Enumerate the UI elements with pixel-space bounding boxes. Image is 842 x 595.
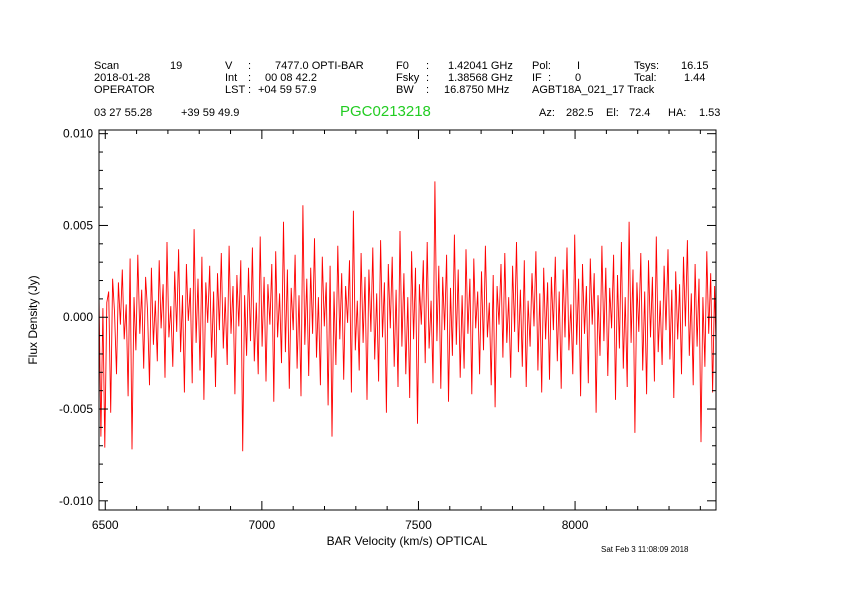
colon-sep: : — [426, 60, 430, 72]
x-tick-label: 7500 — [405, 518, 432, 532]
colon-sep: : — [248, 84, 252, 96]
ha-value: 1.53 — [699, 107, 721, 119]
scan-label: Scan — [94, 60, 120, 72]
plot-frame — [98, 129, 717, 511]
f0-label: F0 — [396, 60, 409, 72]
pol-label: Pol: — [532, 60, 551, 72]
scan-value: 19 — [170, 60, 183, 72]
bw-label: BW — [396, 84, 414, 96]
az-label: Az: — [539, 107, 555, 119]
dec-coordinate: +39 59 49.9 — [181, 107, 240, 119]
y-tick-label: 0.010 — [63, 127, 93, 141]
spectrum-series-line — [98, 168, 717, 474]
ra-coordinate: 03 27 55.28 — [94, 107, 153, 119]
x-tick-label: 7000 — [249, 518, 276, 532]
tsys-value: 16.15 — [681, 60, 709, 72]
az-value: 282.5 — [566, 107, 594, 119]
fsky-label: Fsky — [396, 72, 420, 84]
footer-timestamp: Sat Feb 3 11:08:09 2018 — [601, 545, 689, 554]
lst-value: +04 59 57.9 — [258, 84, 317, 96]
y-tick-label: -0.005 — [59, 402, 93, 416]
el-label: El: — [606, 107, 619, 119]
tcal-label: Tcal: — [634, 72, 657, 84]
colon-sep: : — [426, 72, 430, 84]
x-tick-label: 8000 — [562, 518, 589, 532]
y-tick-label: 0.000 — [63, 310, 93, 324]
v-value: 7477.0 OPTI-BAR — [275, 60, 364, 72]
object-name: PGC0213218 — [340, 103, 431, 120]
ha-label: HA: — [668, 107, 687, 119]
v-label: V — [225, 60, 233, 72]
pol-value: I — [577, 60, 581, 72]
lst-label: LST — [225, 84, 246, 96]
fsky-value: 1.38568 GHz — [448, 72, 513, 84]
y-tick-label: 0.005 — [63, 218, 93, 232]
x-axis-label: BAR Velocity (km/s) OPTICAL — [327, 534, 488, 548]
y-tick-label: -0.010 — [59, 494, 93, 508]
observation-date: 2018-01-28 — [94, 72, 151, 84]
colon-sep: : — [426, 84, 430, 96]
int-label: Int — [225, 72, 238, 84]
if-label: IF — [532, 72, 542, 84]
el-value: 72.4 — [629, 107, 651, 119]
colon-sep: : — [248, 72, 252, 84]
project-id: AGBT18A_021_17 Track — [532, 84, 655, 96]
tsys-label: Tsys: — [634, 60, 660, 72]
colon-sep: : — [248, 60, 252, 72]
x-tick-label: 6500 — [92, 518, 119, 532]
observer: OPERATOR — [94, 84, 155, 96]
if-value: 0 — [575, 72, 582, 84]
tcal-value: 1.44 — [684, 72, 706, 84]
bw-value: 16.8750 MHz — [444, 84, 510, 96]
int-value: 00 08 42.2 — [265, 72, 317, 84]
f0-value: 1.42041 GHz — [448, 60, 513, 72]
y-axis-label: Flux Density (Jy) — [26, 275, 40, 364]
colon-sep: : — [548, 72, 552, 84]
